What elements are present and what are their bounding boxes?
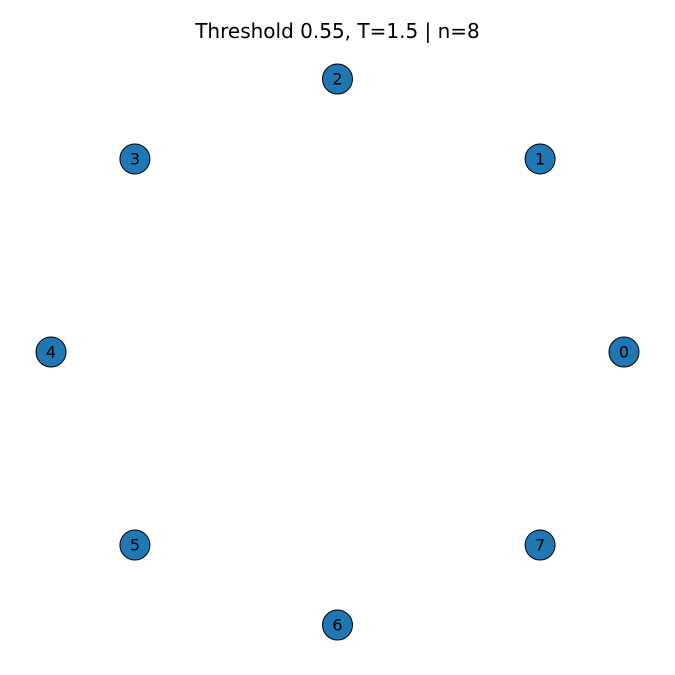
node-label: 5 [130,536,140,555]
graph-node-4: 4 [36,337,66,367]
graph-node-0: 0 [609,337,639,367]
graph-title: Threshold 0.55, T=1.5 | n=8 [194,19,480,43]
node-label: 0 [619,343,629,362]
graph-node-5: 5 [120,530,150,560]
node-label: 1 [535,149,545,168]
graph-node-7: 7 [525,530,555,560]
graph-node-3: 3 [120,144,150,174]
graph-node-6: 6 [323,610,353,640]
node-label: 7 [535,536,545,555]
node-label: 2 [332,70,342,89]
node-label: 6 [332,616,342,635]
graph-node-2: 2 [323,64,353,94]
node-label: 3 [130,149,140,168]
node-label: 4 [46,343,56,362]
graph-node-1: 1 [525,144,555,174]
